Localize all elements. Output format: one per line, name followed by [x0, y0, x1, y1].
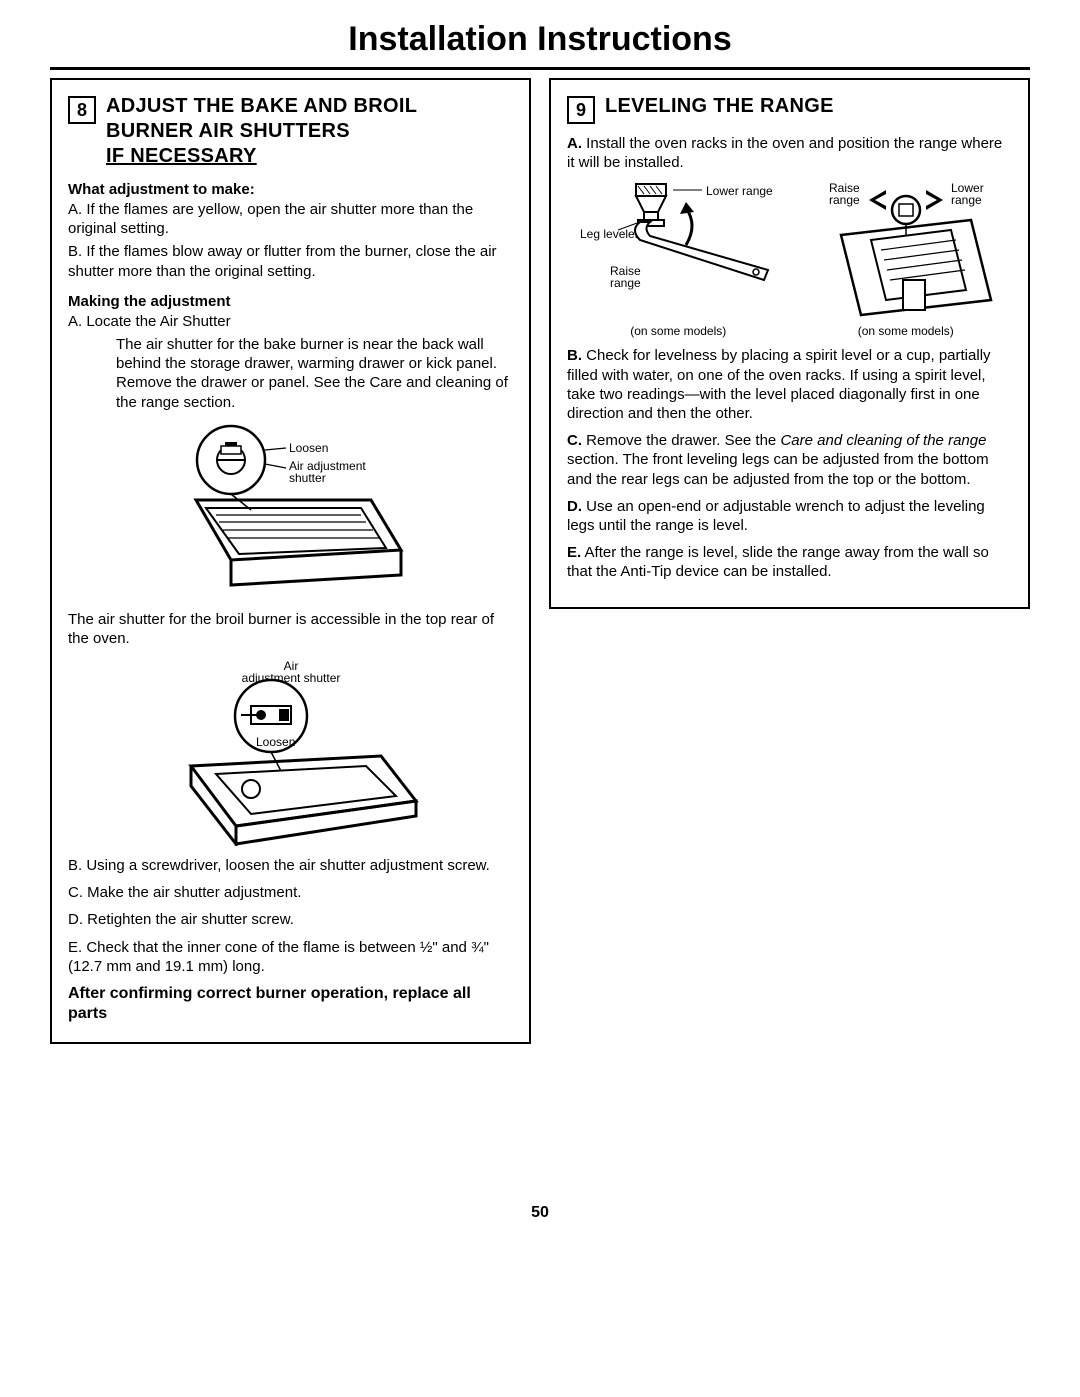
dl-lower: Lower range [706, 184, 773, 198]
s9-e-prefix: E. [567, 544, 581, 561]
right-column: 9 LEVELING THE RANGE A. Install the oven… [549, 78, 1030, 609]
s9-c-prefix: C. [567, 432, 582, 449]
title-rule [50, 67, 1030, 70]
step9-d: D. Use an open-end or adjustable wrench … [567, 497, 1012, 535]
making-e: E. Check that the inner cone of the flam… [68, 938, 513, 976]
page-number: 50 [50, 1204, 1030, 1222]
dl-raise2: range [610, 276, 641, 290]
step8-title-l2: BURNER AIR SHUTTERS [106, 120, 350, 142]
making-c: C. Make the air shutter adjustment. [68, 883, 513, 902]
s9-b-text: Check for levelness by placing a spirit … [567, 347, 991, 422]
level-diagram-left: Lower range Leg leveler Raise range (on [578, 180, 778, 338]
what-adjust-head: What adjustment to make: [68, 181, 513, 198]
s9-d-prefix: D. [567, 498, 582, 515]
s9-e-text: After the range is level, slide the rang… [567, 544, 989, 580]
step8-title-l1: ADJUST THE BAKE AND BROIL [106, 95, 417, 117]
level-diagram-right: Raise range Lower range [811, 180, 1001, 338]
broil-text: The air shutter for the broil burner is … [68, 610, 513, 648]
dr-raise2: range [829, 193, 860, 207]
step9-box: 9 LEVELING THE RANGE A. Install the oven… [549, 78, 1030, 609]
step9-number: 9 [567, 96, 595, 124]
step9-e: E. After the range is level, slide the r… [567, 543, 1012, 581]
step9-b: B. Check for levelness by placing a spir… [567, 346, 1012, 423]
step9-a: A. Install the oven racks in the oven an… [567, 134, 1012, 172]
leveling-diagrams: Lower range Leg leveler Raise range (on [567, 180, 1012, 338]
s9-c-1: Remove the drawer. See the [582, 432, 780, 449]
step8-header: 8 ADJUST THE BAKE AND BROIL BURNER AIR S… [68, 94, 513, 169]
dl-note: (on some models) [578, 324, 778, 338]
s9-b-prefix: B. [567, 347, 582, 364]
s9-a-text: Install the oven racks in the oven and p… [567, 135, 1002, 171]
left-column: 8 ADJUST THE BAKE AND BROIL BURNER AIR S… [50, 78, 531, 1044]
step9-header: 9 LEVELING THE RANGE [567, 94, 1012, 124]
s9-d-text: Use an open-end or adjustable wrench to … [567, 498, 985, 534]
page-title: Installation Instructions [50, 20, 1030, 59]
dr-lower2: range [951, 193, 982, 207]
s9-c-2: section. The front leveling legs can be … [567, 451, 989, 487]
dl-leg: Leg leveler [580, 227, 639, 241]
step9-c: C. Remove the drawer. See the Care and c… [567, 431, 1012, 489]
d2-loosen-label: Loosen [256, 735, 295, 749]
dr-note: (on some models) [811, 324, 1001, 338]
step8-box: 8 ADJUST THE BAKE AND BROIL BURNER AIR S… [50, 78, 531, 1044]
making-head: Making the adjustment [68, 293, 513, 310]
making-d: D. Retighten the air shutter screw. [68, 910, 513, 929]
step9-title: LEVELING THE RANGE [605, 94, 834, 119]
s9-c-italic: Care and cleaning of the range [780, 432, 986, 449]
step8-number: 8 [68, 96, 96, 124]
broil-burner-diagram: Air adjustment shutter Loosen [68, 656, 513, 846]
what-adjust-a: A. If the flames are yellow, open the ai… [68, 200, 513, 238]
s9-a-prefix: A. [567, 135, 582, 152]
what-adjust-b: B. If the flames blow away or flutter fr… [68, 242, 513, 280]
step8-title: ADJUST THE BAKE AND BROIL BURNER AIR SHU… [106, 94, 417, 169]
bake-burner-diagram: Loosen Air adjustment shutter [68, 420, 513, 600]
d1-shutter2-label: shutter [289, 471, 326, 485]
content-columns: 8 ADJUST THE BAKE AND BROIL BURNER AIR S… [50, 78, 1030, 1044]
making-a-detail: The air shutter for the bake burner is n… [116, 335, 513, 412]
final-note: After confirming correct burner operatio… [68, 984, 513, 1024]
making-b: B. Using a screwdriver, loosen the air s… [68, 856, 513, 875]
making-a: A. Locate the Air Shutter [68, 312, 513, 331]
d1-loosen-label: Loosen [289, 441, 328, 455]
step8-title-l3: IF NECESSARY [106, 145, 257, 167]
